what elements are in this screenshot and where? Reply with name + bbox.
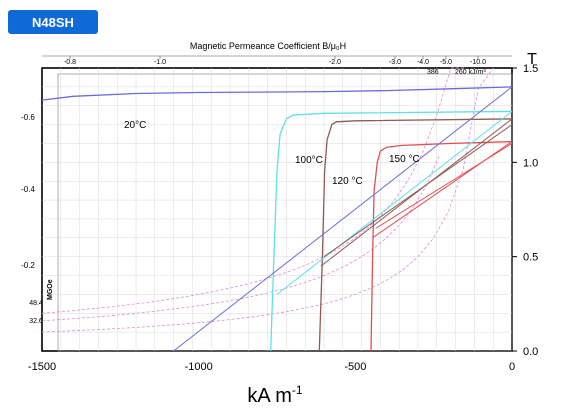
field-label-260: 260 kJ/m³ bbox=[455, 69, 486, 76]
right-axis-unit: T bbox=[527, 51, 537, 68]
top-axis-tick-label: -4.0 bbox=[417, 59, 429, 66]
energy-label-32: 32.6 bbox=[29, 318, 43, 325]
y-tick-label: 1.5 bbox=[523, 63, 538, 75]
recoil-line-0 bbox=[173, 86, 513, 352]
recoil-lines bbox=[173, 86, 513, 352]
bottom-axis-labels: -1500 -1000 -500 0 bbox=[28, 361, 515, 373]
series-line-1 bbox=[270, 110, 513, 352]
x-tick-label: -1500 bbox=[28, 361, 56, 373]
plot-frame bbox=[41, 67, 513, 352]
top-axis-tick-label: -0.8 bbox=[64, 59, 76, 66]
recoil-line-2 bbox=[320, 118, 513, 267]
top-axis-tick-label: -2.0 bbox=[329, 59, 341, 66]
series-line-2 bbox=[318, 118, 513, 352]
series-line-3 bbox=[370, 140, 513, 352]
series-group bbox=[41, 86, 513, 352]
x-tick-label: 0 bbox=[509, 361, 515, 373]
top-axis-tick-label: -5.0 bbox=[440, 59, 452, 66]
energy-curve bbox=[41, 67, 465, 314]
y-tick-label: 0.5 bbox=[523, 252, 538, 264]
y-tick-label: 1.0 bbox=[523, 157, 538, 169]
label-100c: 100°C bbox=[295, 155, 323, 166]
top-axis-tick-label: -10.0 bbox=[470, 59, 486, 66]
grid bbox=[42, 68, 512, 351]
energy-label-48: 48.4 bbox=[29, 300, 43, 307]
energy-curve bbox=[41, 67, 494, 333]
field-label-386: 386 bbox=[427, 69, 439, 76]
recoil-line-5 bbox=[375, 143, 513, 229]
right-axis-labels: 0.0 0.5 1.0 1.5 bbox=[512, 63, 538, 358]
x-axis-label: kA m-1 bbox=[247, 383, 302, 407]
y-tick-label: 0.0 bbox=[523, 346, 538, 358]
left-axis-tick-label: -0.4 bbox=[21, 185, 35, 194]
label-150c: 150 °C bbox=[389, 154, 420, 165]
top-axis-labels: -0.8 -1.0 -2.0 -3.0 -4.0 -5.0 -10.0 bbox=[64, 56, 486, 66]
recoil-line-3 bbox=[323, 124, 513, 258]
label-20c: 20°C bbox=[124, 120, 146, 131]
x-tick-label: -1000 bbox=[185, 361, 213, 373]
left-axis-tick-label: -0.2 bbox=[21, 261, 35, 270]
top-axis-tick-label: -1.0 bbox=[154, 59, 166, 66]
left-axis-tick-label: -0.6 bbox=[21, 113, 35, 122]
plot-outer-frame bbox=[57, 73, 513, 352]
x-tick-label: -500 bbox=[344, 361, 366, 373]
chart-title: Magnetic Permeance Coefficient B/μ₀H bbox=[190, 41, 346, 51]
series-line-0 bbox=[41, 86, 513, 101]
grade-badge: N48SH bbox=[8, 10, 98, 34]
top-axis-tick-label: -3.0 bbox=[389, 59, 401, 66]
left-axis-labels: -0.6 -0.4 -0.2 bbox=[21, 113, 35, 270]
label-120c: 120 °C bbox=[332, 176, 363, 187]
left-axis-label: MGOe bbox=[47, 279, 54, 300]
recoil-line-1 bbox=[276, 110, 513, 295]
